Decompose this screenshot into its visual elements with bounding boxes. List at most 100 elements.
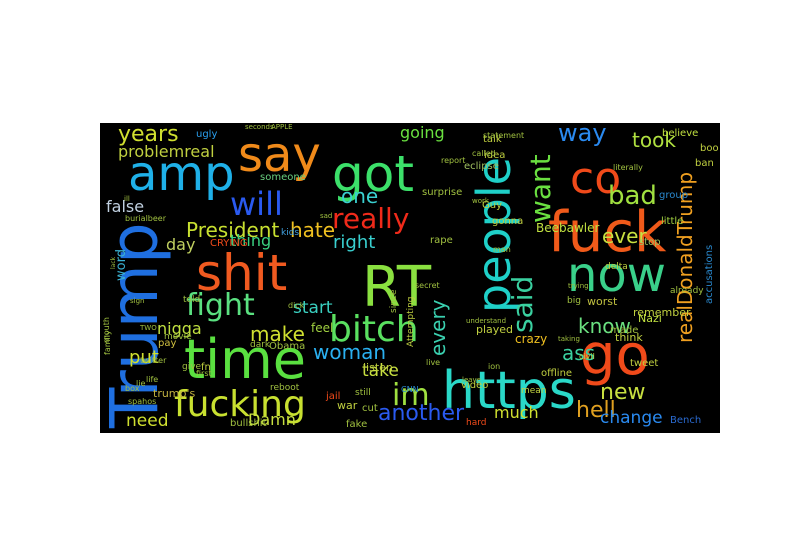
cloud-word: video	[461, 380, 488, 391]
cloud-word: idea	[484, 150, 505, 161]
cloud-word: work	[472, 197, 490, 205]
cloud-word: Bench	[670, 415, 701, 426]
cloud-word: will	[230, 185, 283, 223]
cloud-word: problemreal	[118, 142, 215, 161]
cloud-word: statement	[483, 131, 524, 140]
cloud-word: one	[341, 184, 378, 208]
cloud-word: ban	[695, 158, 714, 169]
cloud-word: took	[632, 128, 676, 152]
cloud-word: life	[146, 375, 158, 384]
cloud-word: shit	[196, 244, 287, 302]
cloud-word: dick	[288, 301, 305, 310]
cloud-word: Obama	[269, 341, 305, 352]
cloud-word: amp	[128, 146, 235, 202]
cloud-word: report	[441, 156, 465, 165]
cloud-word: ever	[602, 224, 647, 248]
cloud-word: war	[337, 399, 358, 412]
cloud-word: burialbeer	[125, 214, 167, 223]
cloud-word: man	[493, 245, 511, 254]
cloud-word: now	[567, 247, 666, 303]
cloud-word: worst	[587, 295, 618, 308]
cloud-word: need	[126, 411, 168, 431]
cloud-word: Trump	[100, 222, 173, 429]
cloud-word: lie	[136, 379, 145, 388]
cloud-word: ass	[562, 341, 595, 365]
cloud-word: know	[578, 314, 631, 338]
cloud-word: since	[389, 289, 399, 313]
cloud-word: understand	[466, 317, 506, 325]
cloud-word: bitch	[329, 309, 419, 350]
cloud-word: leave	[462, 376, 481, 384]
cloud-word: put	[129, 347, 159, 368]
cloud-word: years	[118, 123, 179, 147]
cloud-word: another	[378, 401, 465, 426]
cloud-word: CRYING	[210, 238, 248, 249]
cloud-word: twitter	[140, 356, 167, 365]
cloud-word: bullshit	[230, 418, 267, 429]
cloud-word: civil	[579, 352, 595, 361]
cloud-word: offline	[541, 368, 572, 379]
cloud-word: seconds	[245, 123, 274, 131]
cloud-word: APPLE	[271, 123, 293, 131]
cloud-word: every	[426, 299, 450, 356]
cloud-word: little	[661, 216, 683, 227]
cloud-word: movie	[164, 332, 192, 342]
cloud-word: sign	[130, 297, 144, 305]
cloud-word: Attempting	[406, 296, 416, 347]
cloud-word: mean	[521, 386, 547, 396]
cloud-word: hell	[576, 398, 616, 423]
cloud-word: bad	[608, 181, 657, 211]
cloud-word: go	[580, 323, 650, 388]
cloud-word: family	[103, 330, 112, 355]
cloud-word: live	[426, 358, 440, 367]
cloud-word: https	[442, 361, 576, 421]
cloud-word: group	[659, 190, 688, 201]
cloud-word: surprise	[422, 187, 462, 198]
cloud-word: lack	[110, 256, 117, 269]
cloud-word: want	[524, 154, 557, 223]
cloud-word: Damn	[248, 410, 296, 429]
cloud-word: sad	[320, 212, 332, 220]
cloud-word: fight	[186, 288, 255, 323]
cloud-word: jail	[325, 391, 340, 402]
cloud-word: tweet	[630, 358, 658, 369]
cloud-word: hard	[466, 418, 486, 428]
cloud-word: much	[494, 403, 539, 422]
cloud-word: feel	[311, 321, 333, 335]
cloud-word: hate	[290, 218, 335, 242]
cloud-word: realDonaldTrump	[673, 172, 697, 343]
cloud-word: trump's	[153, 387, 196, 400]
cloud-word: take	[362, 361, 399, 381]
cloud-word: spahos	[128, 397, 156, 406]
cloud-word: box	[125, 384, 140, 393]
cloud-word: new	[600, 380, 645, 405]
cloud-word: first	[196, 369, 212, 378]
cloud-word: remember	[633, 306, 691, 319]
cloud-word: start	[293, 298, 333, 318]
cloud-word: trying	[568, 282, 589, 290]
cloud-word: think	[615, 331, 643, 344]
cloud-word: going	[400, 123, 445, 142]
cloud-word: people	[467, 157, 521, 313]
cloud-word: day	[166, 235, 195, 254]
cloud-word: make	[250, 322, 305, 346]
cloud-word: someone	[260, 172, 306, 183]
cloud-word: Guy	[482, 200, 502, 211]
cloud-word: rape	[430, 235, 453, 246]
cloud-word: taking	[558, 335, 580, 343]
cloud-word: fake	[346, 419, 367, 430]
cloud-word: called	[472, 149, 496, 158]
cloud-word: pay	[158, 338, 176, 349]
cloud-word: President	[186, 218, 279, 242]
cloud-word: fucking	[174, 384, 306, 425]
cloud-word: way	[558, 123, 607, 147]
cloud-word: mouth	[102, 317, 111, 343]
cloud-word: ion	[488, 362, 500, 371]
cloud-word: time	[184, 328, 306, 391]
cloud-word: kids	[281, 228, 299, 238]
cloud-word: im	[392, 378, 430, 413]
cloud-word: TWO	[139, 324, 157, 332]
cloud-word: ill	[124, 195, 130, 203]
cloud-word: made	[610, 325, 638, 336]
